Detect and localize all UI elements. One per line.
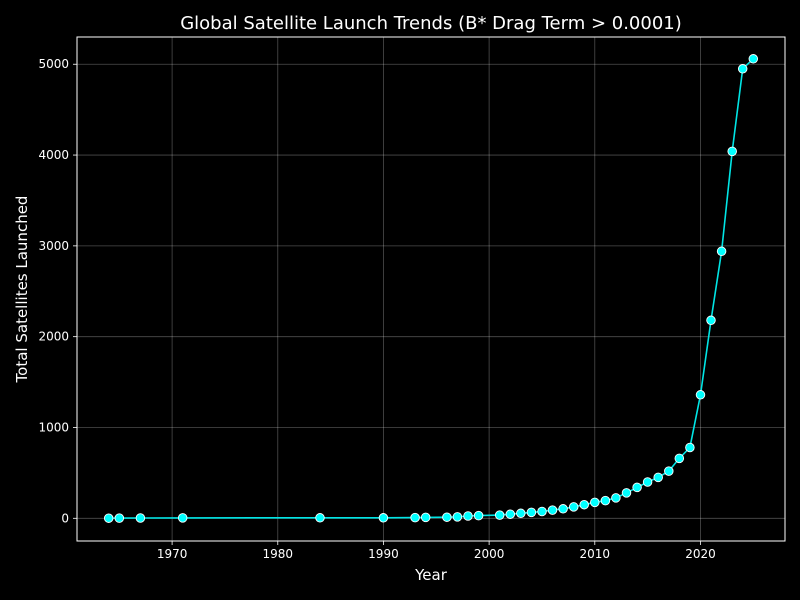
data-point — [674, 453, 685, 464]
data-point — [463, 511, 473, 521]
series-markers — [103, 54, 759, 523]
data-point — [135, 513, 146, 523]
y-axis-label: Total Satellites Launched — [13, 196, 31, 384]
data-point — [727, 146, 737, 157]
data-point — [716, 246, 727, 257]
y-axis-ticks: 0 1000 2000 3000 4000 5000 — [38, 57, 77, 525]
data-point — [452, 512, 463, 522]
data-point — [315, 513, 325, 523]
data-point — [516, 508, 526, 519]
x-axis-label: Year — [414, 566, 448, 584]
plot-frame — [76, 36, 786, 542]
x-tick-label: 2010 — [580, 547, 611, 561]
data-point — [420, 512, 431, 523]
data-point — [621, 488, 632, 498]
data-point — [473, 510, 484, 521]
x-axis-ticks: 1970 1980 1990 2000 2010 2020 — [157, 541, 716, 561]
y-tick-label: 1000 — [38, 420, 69, 434]
data-point — [547, 505, 558, 515]
data-point — [494, 510, 505, 520]
data-point — [558, 504, 568, 514]
data-point — [177, 513, 188, 523]
x-tick-label: 2020 — [685, 547, 716, 561]
data-point — [378, 513, 389, 523]
data-point — [568, 502, 579, 512]
y-tick-label: 5000 — [38, 57, 69, 71]
data-point — [748, 54, 759, 64]
y-tick-label: 2000 — [38, 330, 69, 344]
data-point — [103, 513, 114, 523]
data-point — [537, 506, 547, 517]
data-point — [611, 493, 621, 503]
y-tick-label: 0 — [61, 511, 69, 525]
data-point — [737, 64, 748, 74]
chart-title: Global Satellite Launch Trends (B* Drag … — [180, 13, 682, 34]
data-point — [695, 390, 706, 400]
x-tick-label: 1990 — [368, 547, 399, 561]
y-tick-label: 4000 — [38, 148, 69, 162]
data-point — [114, 513, 125, 523]
data-point — [410, 512, 420, 523]
data-point — [632, 482, 642, 493]
data-point — [706, 315, 716, 326]
x-tick-label: 1970 — [157, 547, 188, 561]
data-point — [685, 442, 695, 453]
data-point — [505, 509, 516, 519]
data-point — [442, 512, 452, 522]
data-point — [590, 497, 600, 508]
x-tick-label: 1980 — [263, 547, 294, 561]
y-tick-label: 3000 — [38, 239, 69, 253]
data-point — [653, 472, 663, 483]
x-tick-label: 2000 — [474, 547, 505, 561]
data-point — [600, 495, 611, 506]
data-point — [579, 499, 589, 510]
data-point — [642, 477, 653, 487]
data-point — [664, 466, 674, 476]
data-point — [526, 507, 537, 518]
